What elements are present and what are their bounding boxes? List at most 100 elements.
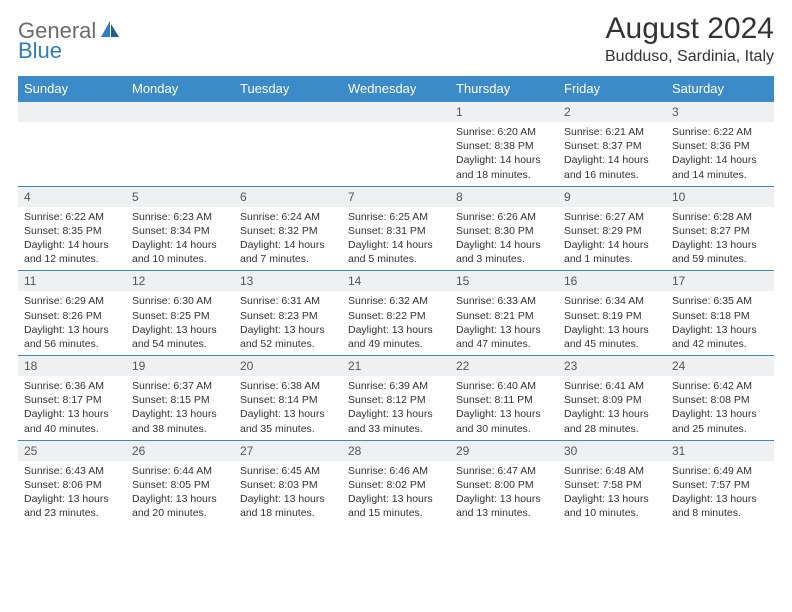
- day-number-cell: 4: [18, 186, 126, 207]
- day-details: Sunrise: 6:31 AMSunset: 8:23 PMDaylight:…: [234, 291, 342, 355]
- day-details: Sunrise: 6:37 AMSunset: 8:15 PMDaylight:…: [126, 376, 234, 440]
- day-body-cell: Sunrise: 6:46 AMSunset: 8:02 PMDaylight:…: [342, 461, 450, 525]
- day-number-cell: 17: [666, 271, 774, 292]
- day-number-cell: 30: [558, 440, 666, 461]
- day-details: Sunrise: 6:33 AMSunset: 8:21 PMDaylight:…: [450, 291, 558, 355]
- day-number-row: 25262728293031: [18, 440, 774, 461]
- day-number: 2: [558, 102, 666, 122]
- day-details: Sunrise: 6:21 AMSunset: 8:37 PMDaylight:…: [558, 122, 666, 186]
- day-body-cell: Sunrise: 6:42 AMSunset: 8:08 PMDaylight:…: [666, 376, 774, 440]
- day-number-cell: 28: [342, 440, 450, 461]
- day-details: Sunrise: 6:34 AMSunset: 8:19 PMDaylight:…: [558, 291, 666, 355]
- day-details: Sunrise: 6:20 AMSunset: 8:38 PMDaylight:…: [450, 122, 558, 186]
- day-body-cell: Sunrise: 6:41 AMSunset: 8:09 PMDaylight:…: [558, 376, 666, 440]
- day-number-cell: 20: [234, 356, 342, 377]
- day-number-row: 18192021222324: [18, 356, 774, 377]
- weekday-header: Friday: [558, 76, 666, 102]
- day-details: Sunrise: 6:30 AMSunset: 8:25 PMDaylight:…: [126, 291, 234, 355]
- weekday-header: Sunday: [18, 76, 126, 102]
- weekday-header: Tuesday: [234, 76, 342, 102]
- day-details: Sunrise: 6:47 AMSunset: 8:00 PMDaylight:…: [450, 461, 558, 525]
- day-body-cell: Sunrise: 6:24 AMSunset: 8:32 PMDaylight:…: [234, 207, 342, 271]
- day-number-cell: 5: [126, 186, 234, 207]
- day-number-row: 45678910: [18, 186, 774, 207]
- day-details: Sunrise: 6:40 AMSunset: 8:11 PMDaylight:…: [450, 376, 558, 440]
- day-details: Sunrise: 6:22 AMSunset: 8:36 PMDaylight:…: [666, 122, 774, 186]
- day-number: 9: [558, 187, 666, 207]
- empty-day-body: [126, 122, 234, 186]
- day-body-cell: Sunrise: 6:43 AMSunset: 8:06 PMDaylight:…: [18, 461, 126, 525]
- day-number: 8: [450, 187, 558, 207]
- logo-text-blue: Blue: [18, 38, 62, 63]
- day-content-row: Sunrise: 6:22 AMSunset: 8:35 PMDaylight:…: [18, 207, 774, 271]
- day-number: 24: [666, 356, 774, 376]
- day-number-cell: 10: [666, 186, 774, 207]
- day-number-cell: 29: [450, 440, 558, 461]
- day-body-cell: Sunrise: 6:44 AMSunset: 8:05 PMDaylight:…: [126, 461, 234, 525]
- day-details: Sunrise: 6:28 AMSunset: 8:27 PMDaylight:…: [666, 207, 774, 271]
- empty-day-body: [18, 122, 126, 186]
- day-details: Sunrise: 6:29 AMSunset: 8:26 PMDaylight:…: [18, 291, 126, 355]
- calendar-table: SundayMondayTuesdayWednesdayThursdayFrid…: [18, 76, 774, 524]
- day-body-cell: Sunrise: 6:47 AMSunset: 8:00 PMDaylight:…: [450, 461, 558, 525]
- day-body-cell: Sunrise: 6:34 AMSunset: 8:19 PMDaylight:…: [558, 291, 666, 355]
- day-number: 29: [450, 441, 558, 461]
- day-body-cell: Sunrise: 6:33 AMSunset: 8:21 PMDaylight:…: [450, 291, 558, 355]
- empty-day-number: [126, 102, 234, 123]
- empty-day-number: [342, 102, 450, 123]
- weekday-header: Wednesday: [342, 76, 450, 102]
- day-body-cell: Sunrise: 6:21 AMSunset: 8:37 PMDaylight:…: [558, 122, 666, 186]
- day-body-cell: Sunrise: 6:22 AMSunset: 8:36 PMDaylight:…: [666, 122, 774, 186]
- empty-day-body: [234, 122, 342, 186]
- day-number-row: 123: [18, 102, 774, 123]
- day-details: Sunrise: 6:22 AMSunset: 8:35 PMDaylight:…: [18, 207, 126, 271]
- day-number: 1: [450, 102, 558, 122]
- day-body-cell: Sunrise: 6:45 AMSunset: 8:03 PMDaylight:…: [234, 461, 342, 525]
- day-content-row: Sunrise: 6:36 AMSunset: 8:17 PMDaylight:…: [18, 376, 774, 440]
- day-number-cell: 25: [18, 440, 126, 461]
- day-number: 17: [666, 271, 774, 291]
- empty-day-number: [18, 102, 126, 123]
- calendar-body: 123 Sunrise: 6:20 AMSunset: 8:38 PMDayli…: [18, 102, 774, 525]
- day-body-cell: Sunrise: 6:38 AMSunset: 8:14 PMDaylight:…: [234, 376, 342, 440]
- day-number-cell: 6: [234, 186, 342, 207]
- day-number-cell: 2: [558, 102, 666, 123]
- day-body-cell: Sunrise: 6:25 AMSunset: 8:31 PMDaylight:…: [342, 207, 450, 271]
- day-number-cell: 18: [18, 356, 126, 377]
- day-body-cell: Sunrise: 6:49 AMSunset: 7:57 PMDaylight:…: [666, 461, 774, 525]
- day-body-cell: Sunrise: 6:35 AMSunset: 8:18 PMDaylight:…: [666, 291, 774, 355]
- day-number-cell: 11: [18, 271, 126, 292]
- day-number: 31: [666, 441, 774, 461]
- weekday-header: Saturday: [666, 76, 774, 102]
- day-body-cell: Sunrise: 6:40 AMSunset: 8:11 PMDaylight:…: [450, 376, 558, 440]
- title-block: August 2024 Budduso, Sardinia, Italy: [605, 12, 774, 66]
- day-number-cell: 15: [450, 271, 558, 292]
- day-number: 26: [126, 441, 234, 461]
- day-number-cell: 14: [342, 271, 450, 292]
- day-number-cell: 16: [558, 271, 666, 292]
- day-details: Sunrise: 6:38 AMSunset: 8:14 PMDaylight:…: [234, 376, 342, 440]
- day-number: 7: [342, 187, 450, 207]
- day-details: Sunrise: 6:46 AMSunset: 8:02 PMDaylight:…: [342, 461, 450, 525]
- day-number-row: 11121314151617: [18, 271, 774, 292]
- day-number: 20: [234, 356, 342, 376]
- day-details: Sunrise: 6:42 AMSunset: 8:08 PMDaylight:…: [666, 376, 774, 440]
- day-number: 23: [558, 356, 666, 376]
- day-number: 27: [234, 441, 342, 461]
- day-details: Sunrise: 6:36 AMSunset: 8:17 PMDaylight:…: [18, 376, 126, 440]
- day-body-cell: Sunrise: 6:27 AMSunset: 8:29 PMDaylight:…: [558, 207, 666, 271]
- day-number-cell: 31: [666, 440, 774, 461]
- day-details: Sunrise: 6:48 AMSunset: 7:58 PMDaylight:…: [558, 461, 666, 525]
- weekday-row: SundayMondayTuesdayWednesdayThursdayFrid…: [18, 76, 774, 102]
- day-number-cell: 7: [342, 186, 450, 207]
- day-number: 3: [666, 102, 774, 122]
- day-content-row: Sunrise: 6:20 AMSunset: 8:38 PMDaylight:…: [18, 122, 774, 186]
- day-number: 30: [558, 441, 666, 461]
- empty-day-body: [342, 122, 450, 186]
- day-number-cell: 27: [234, 440, 342, 461]
- day-body-cell: Sunrise: 6:37 AMSunset: 8:15 PMDaylight:…: [126, 376, 234, 440]
- day-details: Sunrise: 6:41 AMSunset: 8:09 PMDaylight:…: [558, 376, 666, 440]
- day-body-cell: Sunrise: 6:28 AMSunset: 8:27 PMDaylight:…: [666, 207, 774, 271]
- day-body-cell: Sunrise: 6:23 AMSunset: 8:34 PMDaylight:…: [126, 207, 234, 271]
- day-body-cell: Sunrise: 6:31 AMSunset: 8:23 PMDaylight:…: [234, 291, 342, 355]
